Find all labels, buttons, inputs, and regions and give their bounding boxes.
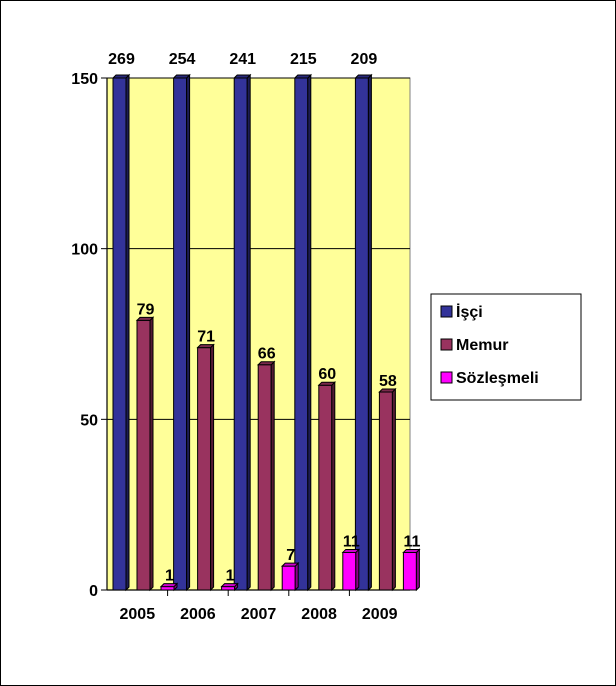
bar (378, 387, 397, 592)
legend-swatch (440, 338, 453, 351)
legend-label: Sözleşmeli (456, 370, 539, 387)
legend-item: Sözleşmeli (440, 370, 539, 387)
data-label: 7 (286, 547, 295, 564)
bar-side (391, 387, 396, 592)
bar-side (246, 73, 251, 592)
bar-top (220, 583, 239, 588)
x-tick-label: 2007 (241, 606, 277, 623)
y-axis: 0 50 100 150 (71, 71, 108, 600)
bar (232, 73, 252, 592)
y-tick-label: 0 (89, 583, 98, 600)
x-axis: 2005 2006 2007 2008 2009 (107, 589, 410, 623)
bar (354, 73, 373, 592)
bar-front (378, 391, 393, 591)
bar-top (159, 583, 179, 588)
bar-front (281, 565, 296, 591)
bar-side (331, 380, 336, 592)
bar-side (355, 548, 360, 592)
bar (280, 561, 300, 592)
x-tick-label: 2009 (362, 606, 398, 623)
bar-front (173, 77, 188, 591)
data-label: 269 (108, 51, 135, 68)
bar (159, 582, 179, 592)
bar (220, 582, 239, 592)
bar (196, 343, 215, 592)
bar (256, 360, 276, 592)
data-label: 254 (169, 51, 196, 68)
bar-top (196, 344, 215, 349)
bar (341, 548, 361, 592)
bar-top (135, 316, 155, 321)
bar (402, 548, 421, 592)
bar-top (232, 74, 252, 79)
x-tick-label: 2005 (120, 606, 156, 623)
data-label: 209 (351, 51, 378, 68)
bar-front (257, 364, 272, 591)
data-label: 1 (226, 568, 235, 585)
bar-side (210, 343, 215, 592)
legend-swatch (440, 371, 453, 384)
data-label: 58 (379, 373, 397, 390)
bar-front (354, 77, 369, 591)
data-label: 11 (343, 533, 360, 550)
data-label: 1 (165, 568, 174, 585)
bar-top (402, 548, 421, 553)
bar-top (354, 74, 373, 79)
bar-front (160, 586, 175, 591)
legend-swatch (440, 305, 453, 318)
data-label: 66 (258, 346, 276, 363)
bar-side (186, 73, 191, 592)
bar-front (136, 319, 151, 591)
data-label: 60 (318, 366, 336, 383)
legend-item: Memur (440, 337, 508, 354)
bar (317, 380, 337, 592)
y-tick-label: 150 (71, 71, 98, 88)
y-tick-label: 100 (71, 242, 98, 259)
bar-side (367, 73, 372, 592)
bar-top (317, 381, 337, 386)
bar-front (318, 384, 333, 591)
legend-box (430, 293, 582, 401)
bar-side (270, 360, 275, 592)
bar-front (342, 551, 357, 591)
legend-label: İşçi (456, 303, 483, 321)
data-label: 71 (197, 329, 215, 346)
bar-front (112, 77, 127, 591)
bar-top (378, 388, 397, 393)
bar-top (172, 74, 191, 79)
bar-side (307, 73, 312, 592)
bar (172, 73, 191, 592)
bar-side (149, 316, 154, 592)
bar (293, 73, 313, 592)
legend-label: Memur (456, 337, 508, 354)
data-label: 11 (403, 533, 420, 550)
data-label: 241 (229, 51, 256, 68)
bar-side (415, 548, 420, 592)
bar-front (402, 551, 417, 591)
bar-top (280, 562, 300, 567)
legend: İşçi Memur Sözleşmeli (430, 293, 582, 401)
bar (111, 73, 131, 592)
legend-item: İşçi (440, 303, 483, 321)
x-tick-label: 2006 (180, 606, 216, 623)
bar-front (233, 77, 248, 591)
bar-top (256, 361, 276, 366)
bar-front (197, 347, 212, 591)
data-label: 215 (290, 51, 317, 68)
data-label: 79 (137, 301, 155, 318)
bar-side (125, 73, 130, 592)
bar-top (111, 74, 131, 79)
x-tick-label: 2008 (301, 606, 337, 623)
bar-top (341, 548, 361, 553)
bar (135, 316, 155, 592)
bar-front (294, 77, 309, 591)
bar-front (221, 586, 236, 591)
bars (111, 73, 421, 592)
bar-side (294, 561, 299, 592)
y-tick-label: 50 (80, 412, 98, 429)
bar-top (293, 74, 313, 79)
